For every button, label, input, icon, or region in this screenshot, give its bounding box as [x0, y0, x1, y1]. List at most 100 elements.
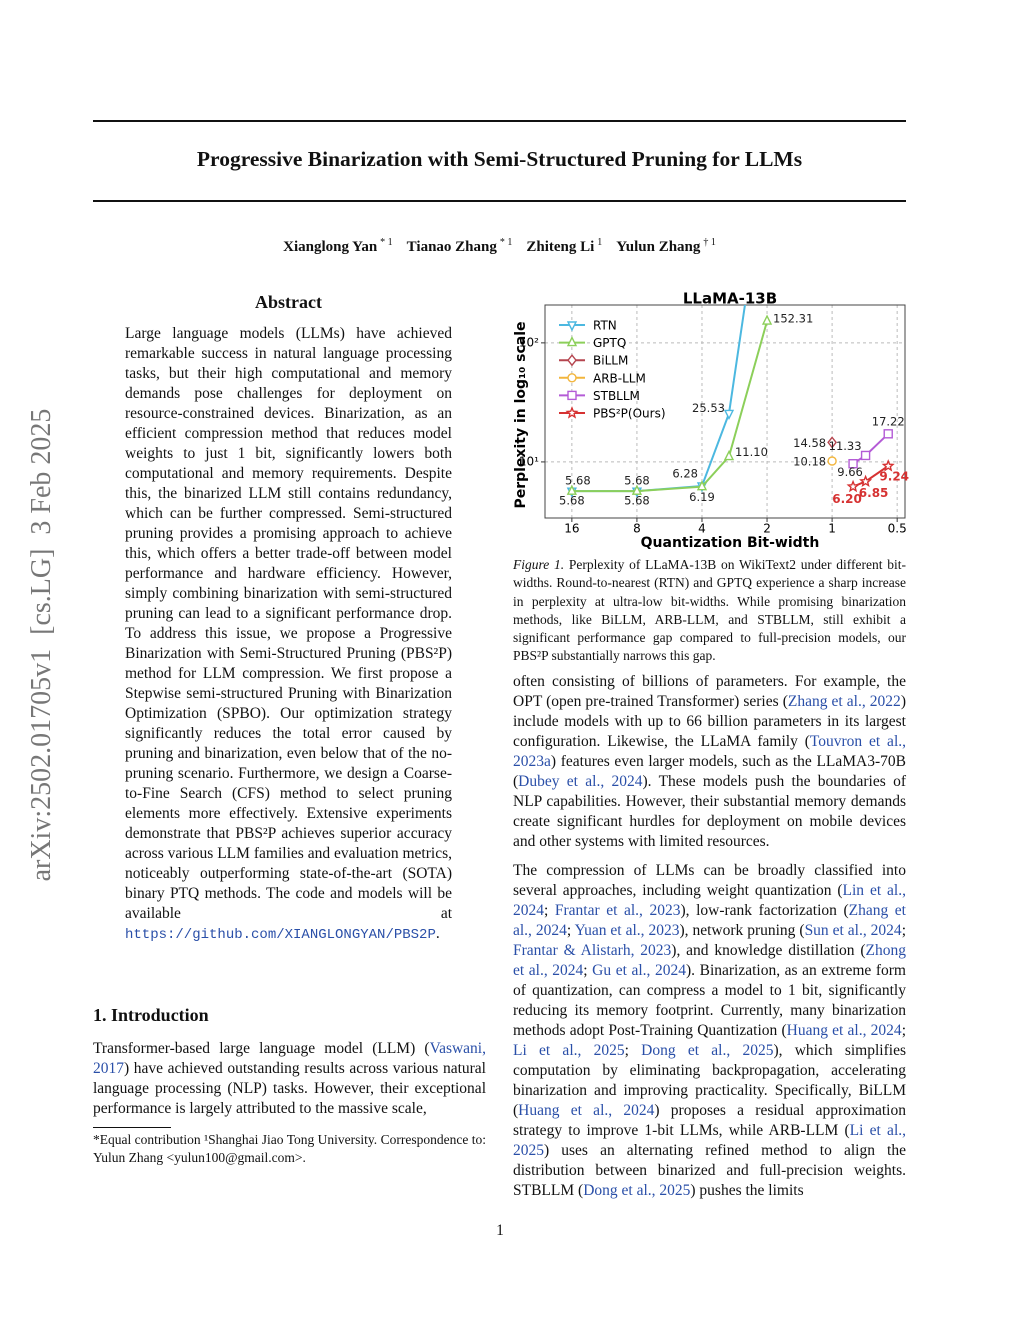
text-run: ) pushes the limits	[690, 1182, 804, 1199]
author-name: Xianglong Yan	[283, 239, 378, 255]
data-point	[696, 480, 708, 491]
citation[interactable]: Gu et al., 2024	[592, 962, 686, 979]
data-label: 10.18	[793, 454, 826, 468]
x-axis-label: Quantization Bit-width	[641, 535, 820, 551]
abstract-heading: Abstract	[255, 292, 322, 312]
data-point	[827, 436, 838, 449]
data-point	[761, 314, 773, 325]
x-tick-label: 0.5	[888, 522, 907, 536]
caption-label: Figure 1.	[513, 557, 565, 572]
text-run: Transformer-based large language model (…	[93, 1040, 430, 1057]
citation[interactable]: Touvron et al., 2023a	[513, 733, 906, 770]
footnote-rule	[93, 1127, 171, 1128]
y-tick-label: 10¹	[519, 454, 539, 468]
citation[interactable]: Li et al., 2025	[513, 1042, 625, 1059]
paper-title: Progressive Binarization with Semi-Struc…	[196, 147, 803, 171]
text-run: ;	[901, 1022, 906, 1039]
text-run: ), and knowledge distillation (	[671, 942, 866, 959]
text-run: ), low-rank factorization (	[680, 902, 849, 919]
citation[interactable]: Lin et al., 2024	[513, 882, 906, 919]
author-mark: * 1	[499, 237, 513, 248]
intro-text: Transformer-based large language model (…	[93, 1039, 486, 1119]
citation[interactable]: Huang et al., 2024	[518, 1102, 655, 1119]
data-point	[883, 429, 893, 439]
data-point	[881, 459, 895, 472]
citation[interactable]: Dubey et al., 2024	[518, 773, 643, 790]
text-run: ), which simplifies computation by elimi…	[513, 1042, 906, 1119]
citation[interactable]: Dong et al., 2025	[583, 1182, 691, 1199]
author-name: Tianao Zhang	[406, 239, 497, 255]
data-label: 152.31	[773, 312, 813, 326]
data-label: 6.28	[672, 466, 698, 480]
citation[interactable]: Dong et al., 2025	[641, 1042, 774, 1059]
legend-marker	[566, 321, 578, 332]
citation[interactable]: Zhong et al., 2024	[513, 942, 906, 979]
arxiv-sidebar: arXiv:2502.01705v1 [cs.LG] 3 Feb 2025	[26, 408, 57, 882]
section-heading: 1. Introduction	[93, 1005, 209, 1025]
legend-label: GPTQ	[593, 336, 626, 350]
legend-marker	[567, 354, 577, 367]
abstract-text: Large language models (LLMs) have achiev…	[125, 324, 452, 945]
data-point	[860, 450, 871, 461]
data-point	[846, 479, 860, 493]
author-mark: † 1	[703, 237, 716, 248]
text-run: ) have achieved outstanding results acro…	[93, 1060, 486, 1117]
data-label: 6.19	[689, 490, 715, 504]
text-run: The compression of LLMs can be broadly c…	[513, 862, 906, 899]
data-label: 9.66	[837, 465, 863, 479]
text-run: ), network pruning (	[679, 922, 805, 939]
x-tick-label: 16	[564, 522, 579, 536]
data-label: 17.22	[872, 414, 905, 428]
data-point	[723, 449, 735, 461]
body-text: often consisting of billions of paramete…	[513, 672, 906, 852]
text-run: often consisting of billions of paramete…	[513, 673, 906, 710]
citation[interactable]: Frantar et al., 2023	[554, 902, 681, 919]
citation[interactable]: Yuan et al., 2023	[574, 922, 680, 939]
data-point	[827, 456, 837, 466]
data-point	[631, 484, 643, 495]
chart-title: LLaMA-13B	[683, 290, 777, 308]
y-tick-label: 10²	[519, 335, 539, 349]
citation[interactable]: Huang et al., 2024	[786, 1022, 902, 1039]
plot-area	[566, 305, 895, 498]
author-name: Yulun Zhang	[616, 239, 701, 255]
data-label: 5.68	[565, 474, 591, 488]
bottom-rule	[93, 200, 906, 202]
citation[interactable]: Vaswani, 2017	[93, 1040, 486, 1077]
body-text: The compression of LLMs can be broadly c…	[513, 861, 906, 1201]
x-tick-label: 2	[763, 522, 771, 536]
text-run: Large language models (LLMs) have achiev…	[125, 325, 452, 922]
data-label: 9.24	[879, 470, 909, 484]
data-label: 14.58	[793, 436, 826, 450]
top-rule	[93, 120, 906, 122]
footnote: *Equal contribution ¹Shanghai Jiao Tong …	[93, 1132, 486, 1165]
data-label: 6.85	[859, 486, 889, 500]
figure-caption: Figure 1. Perplexity of LLaMA-13B on Wik…	[513, 556, 906, 666]
data-label: 5.68	[624, 474, 650, 488]
data-point	[723, 409, 735, 421]
legend-label: BiLLM	[593, 354, 628, 368]
citation[interactable]: Zhang et al., 2024	[513, 902, 906, 939]
text-run: ). Binarization, as an extreme form of q…	[513, 962, 906, 1039]
citation[interactable]: Li et al., 2025	[513, 1122, 906, 1159]
code-link[interactable]: https://github.com/XIANGLONGYAN/PBS2P	[125, 927, 436, 943]
citation[interactable]: Frantar & Alistarh, 2023	[513, 942, 672, 959]
figure-chart: LLaMA-13B 16 8 4 2 1 0.5 10¹ 10² Quantization Bit…	[513, 290, 909, 552]
legend-label: STBLLM	[593, 389, 640, 403]
author-list: Xianglong Yan * 1 Tianao Zhang * 1 Zhiteng L…	[93, 237, 906, 256]
data-label: 11.33	[829, 439, 862, 453]
text-run: ). These models push the boundaries of N…	[513, 773, 906, 850]
citation[interactable]: Sun et al., 2024	[804, 922, 902, 939]
data-label: 11.10	[735, 445, 768, 459]
text-run: .	[435, 925, 440, 942]
data-point	[859, 474, 873, 488]
author-mark: * 1	[380, 237, 393, 248]
text-run: ) features even larger models, such as t…	[513, 753, 906, 790]
legend-marker	[567, 373, 577, 383]
legend-label: ARB-LLM	[593, 371, 646, 385]
text-run: ) uses an alternating refined method to …	[513, 1142, 906, 1199]
data-point	[566, 484, 577, 495]
data-label: 5.68	[559, 494, 585, 508]
text-run: ) include models with up to 66 billion p…	[513, 693, 906, 750]
citation[interactable]: Zhang et al., 2022	[787, 693, 901, 710]
